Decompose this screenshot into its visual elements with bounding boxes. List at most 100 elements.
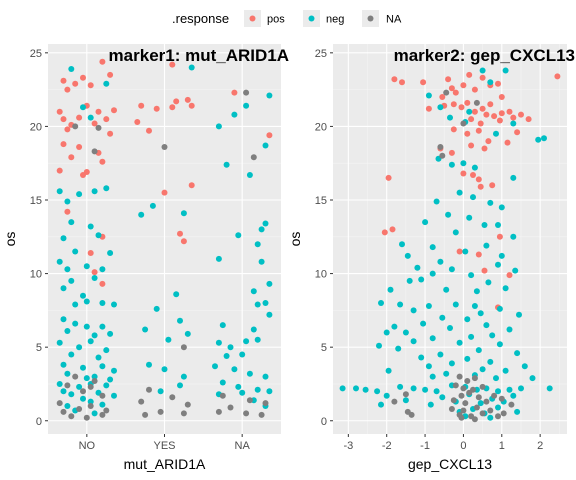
data-point-neg bbox=[60, 235, 67, 242]
data-point-neg bbox=[142, 326, 149, 333]
data-point-neg bbox=[512, 267, 519, 274]
data-point-neg bbox=[103, 185, 110, 192]
data-point-neg bbox=[254, 301, 261, 308]
data-point-neg bbox=[161, 366, 168, 373]
data-point-pos bbox=[83, 169, 90, 175]
data-point-pos bbox=[485, 138, 492, 145]
data-point-pos bbox=[146, 127, 152, 134]
data-point-neg bbox=[254, 336, 261, 343]
data-point-na bbox=[80, 388, 86, 395]
data-point-neg bbox=[437, 104, 444, 111]
data-point-neg bbox=[262, 373, 269, 380]
data-point-neg bbox=[80, 395, 86, 402]
data-point-neg bbox=[404, 252, 411, 259]
data-point-pos bbox=[385, 174, 392, 181]
data-point-pos bbox=[481, 267, 488, 274]
data-point-na bbox=[68, 413, 75, 420]
data-point-na bbox=[460, 120, 467, 127]
data-point-neg bbox=[91, 373, 98, 380]
data-point-pos bbox=[477, 120, 484, 127]
data-point-pos bbox=[479, 74, 486, 81]
data-point-neg bbox=[422, 386, 429, 393]
data-point-neg bbox=[235, 232, 242, 239]
data-point-neg bbox=[510, 120, 517, 127]
data-point-neg bbox=[227, 344, 234, 351]
data-point-neg bbox=[239, 389, 246, 396]
data-point-pos bbox=[161, 189, 168, 196]
data-point-pos bbox=[95, 108, 102, 115]
data-point-neg bbox=[80, 292, 86, 299]
data-point-na bbox=[391, 398, 398, 405]
y-axis-title: os bbox=[287, 232, 303, 247]
data-point-pos bbox=[99, 158, 106, 165]
data-point-neg bbox=[60, 361, 67, 368]
data-point-neg bbox=[479, 366, 486, 373]
data-point-neg bbox=[414, 264, 421, 271]
data-point-neg bbox=[447, 114, 453, 121]
data-point-na bbox=[491, 392, 498, 399]
data-point-na bbox=[243, 89, 250, 96]
data-point-pos bbox=[460, 82, 467, 89]
data-point-neg bbox=[402, 329, 409, 336]
chart-panel-marker1: 0 5 10 15 20 25 NO YES NA mut_ARID1A os marker1: mu… bbox=[2, 44, 289, 472]
data-point-neg bbox=[103, 80, 110, 87]
x-axis-title: mut_ARID1A bbox=[124, 456, 206, 472]
data-point-neg bbox=[250, 326, 257, 333]
data-point-neg bbox=[180, 210, 187, 217]
data-point-neg bbox=[487, 358, 494, 365]
data-point-na bbox=[448, 406, 455, 412]
y-tick-label: 15 bbox=[315, 195, 327, 207]
data-point-pos bbox=[138, 102, 145, 109]
data-point-pos bbox=[64, 208, 71, 215]
data-point-neg bbox=[374, 388, 381, 395]
data-point-neg bbox=[235, 383, 242, 390]
data-point-na bbox=[500, 410, 507, 417]
data-point-neg bbox=[466, 108, 473, 115]
data-point-pos bbox=[518, 111, 524, 118]
data-point-neg bbox=[99, 363, 106, 370]
data-point-pos bbox=[477, 183, 484, 190]
chart-title: marker1: mut_ARID1A bbox=[109, 46, 289, 65]
data-point-pos bbox=[448, 85, 455, 92]
data-point-neg bbox=[266, 280, 273, 287]
data-point-neg bbox=[485, 279, 492, 286]
data-point-na bbox=[95, 124, 102, 131]
data-point-pos bbox=[184, 96, 191, 103]
data-point-pos bbox=[173, 98, 180, 105]
data-point-neg bbox=[429, 270, 436, 277]
data-point-na bbox=[72, 123, 79, 130]
data-point-neg bbox=[83, 263, 90, 270]
data-point-neg bbox=[83, 375, 90, 382]
data-point-na bbox=[219, 392, 226, 399]
data-point-na bbox=[402, 391, 409, 398]
data-point-neg bbox=[447, 325, 453, 331]
data-point-neg bbox=[487, 199, 494, 206]
data-point-neg bbox=[266, 311, 273, 318]
data-point-neg bbox=[410, 338, 417, 345]
x-tick-label: NA bbox=[235, 440, 251, 452]
data-point-na bbox=[508, 401, 515, 408]
data-point-neg bbox=[448, 360, 455, 367]
data-point-pos bbox=[458, 104, 465, 111]
data-point-neg bbox=[510, 233, 517, 240]
data-point-pos bbox=[481, 145, 488, 152]
data-point-neg bbox=[541, 135, 547, 142]
data-point-pos bbox=[525, 116, 532, 123]
data-point-neg bbox=[157, 388, 164, 395]
data-point-neg bbox=[410, 307, 417, 314]
data-point-pos bbox=[456, 248, 463, 255]
data-point-pos bbox=[460, 170, 467, 177]
data-point-na bbox=[452, 382, 459, 389]
panel-background bbox=[333, 44, 567, 434]
data-point-neg bbox=[439, 314, 446, 321]
x-tick-label: YES bbox=[153, 440, 175, 452]
data-point-neg bbox=[437, 258, 444, 265]
data-point-pos bbox=[391, 76, 398, 83]
data-point-na bbox=[462, 400, 469, 407]
data-point-pos bbox=[450, 101, 457, 108]
data-point-neg bbox=[99, 323, 106, 330]
data-point-neg bbox=[68, 277, 75, 284]
data-point-pos bbox=[468, 142, 475, 149]
data-point-neg bbox=[254, 386, 261, 393]
data-point-neg bbox=[479, 67, 486, 74]
